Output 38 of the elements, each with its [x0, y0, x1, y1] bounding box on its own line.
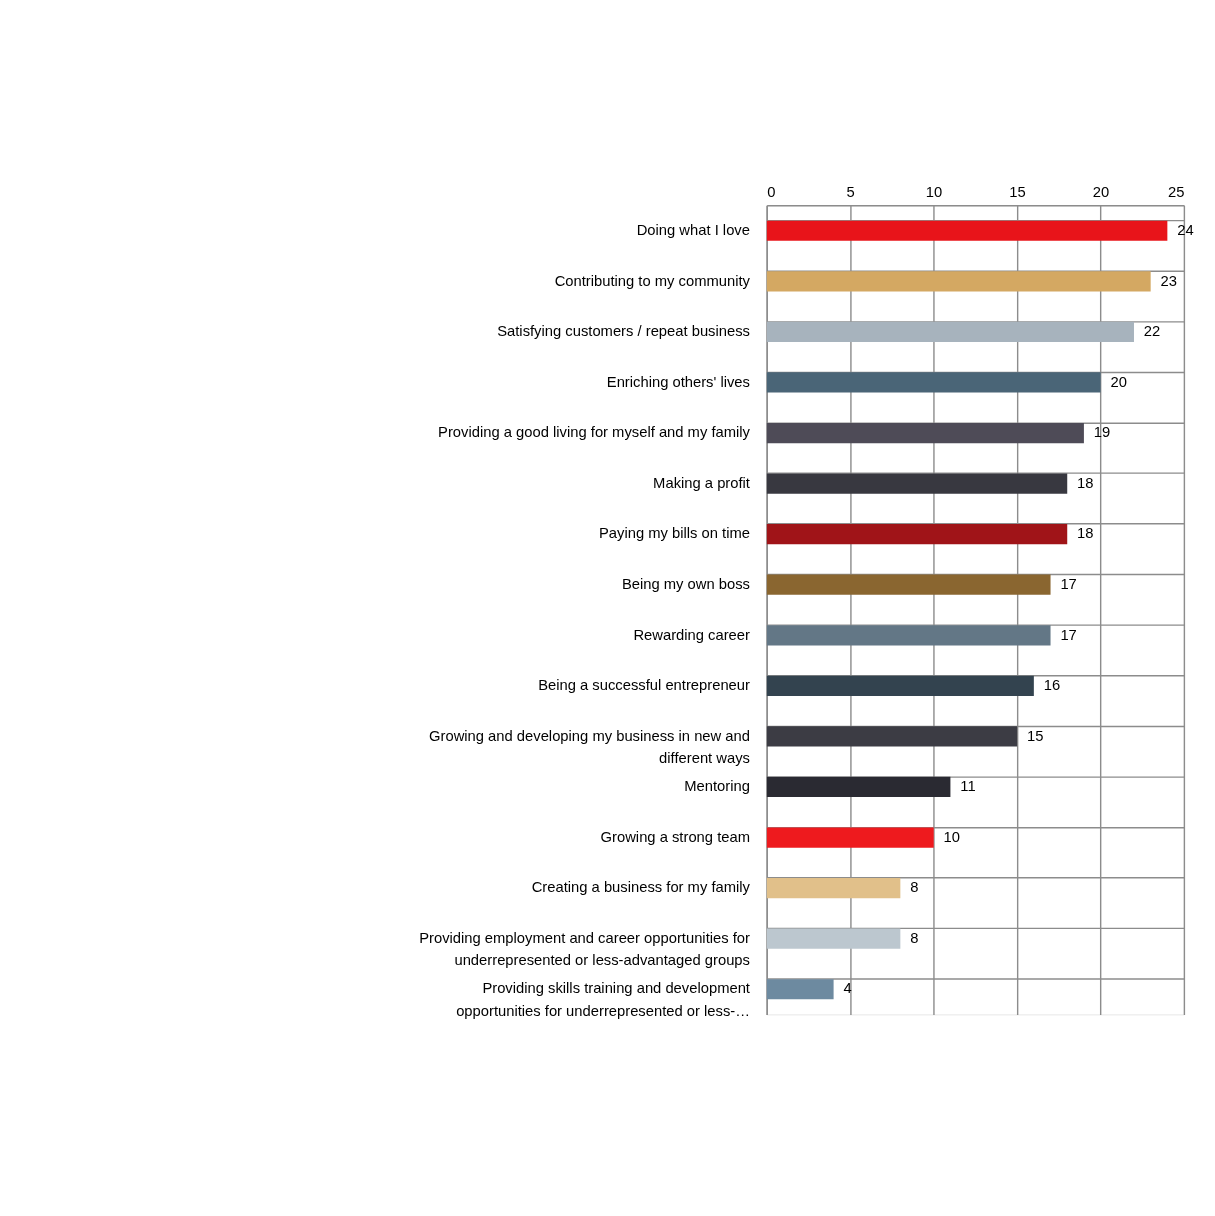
- y-tick-label: Contributing to my community: [554, 272, 751, 289]
- data-label: 8: [910, 929, 919, 946]
- y-tick-label: Doing what I love: [636, 221, 750, 238]
- data-label: 17: [1060, 626, 1077, 643]
- x-tick-label: 5: [846, 184, 855, 201]
- data-label: 18: [1077, 525, 1094, 542]
- y-tick-label: Being my own boss: [621, 575, 750, 592]
- x-tick-label: 20: [1092, 184, 1110, 201]
- data-label: 8: [910, 879, 919, 896]
- y-tick-label: Providing a good living for myself and my family: [438, 424, 751, 441]
- y-tick-label: Being a successful entrepreneur: [538, 677, 751, 694]
- data-label: 10: [943, 828, 961, 845]
- y-tick-label: Creating a business for my family: [531, 879, 751, 896]
- y-tick-label: Rewarding career: [633, 626, 751, 643]
- data-label: 20: [1110, 373, 1127, 390]
- x-tick-label: 0: [767, 184, 776, 201]
- y-tick-label: Providing skills training and development opportunities for underrepresented or less-…: [456, 980, 750, 1019]
- data-label: 18: [1077, 474, 1094, 491]
- data-label: 16: [1043, 677, 1061, 694]
- y-tick-label: Providing employment and career opportunities for underrepresented or less-advantaged groups: [419, 929, 751, 969]
- data-label: 11: [960, 778, 976, 795]
- y-tick-label: Growing and developing my business in new and different ways: [429, 727, 750, 767]
- data-label: 22: [1143, 323, 1161, 340]
- data-label: 23: [1160, 272, 1177, 289]
- data-label: 15: [1027, 727, 1044, 744]
- y-tick-label: Mentoring: [684, 778, 750, 795]
- y-tick-label: Growing a strong team: [600, 828, 750, 845]
- y-tick-label: Enriching others' lives: [606, 373, 750, 390]
- data-label: 17: [1060, 575, 1077, 592]
- data-label: 4: [843, 980, 852, 997]
- data-label: 24: [1177, 221, 1194, 238]
- data-label: 19: [1093, 424, 1111, 441]
- x-tick-label: 10: [925, 184, 943, 201]
- y-tick-label: Making a profit: [653, 474, 750, 491]
- y-tick-label: Paying my bills on time: [598, 525, 750, 542]
- y-tick-label: Satisfying customers / repeat business: [497, 323, 750, 340]
- x-tick-label: 25: [1167, 184, 1185, 201]
- x-tick-label: 15: [1009, 184, 1026, 201]
